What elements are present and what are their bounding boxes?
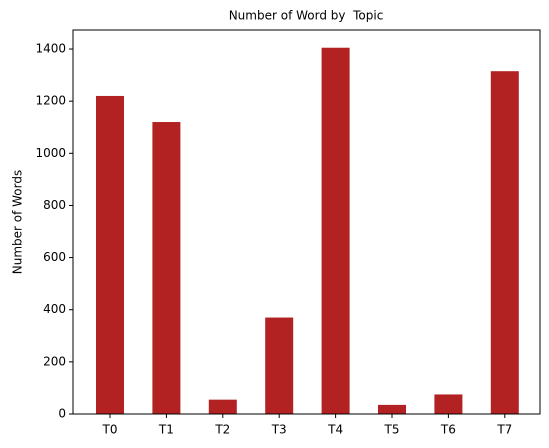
bar	[378, 404, 406, 414]
y-tick-label: 200	[43, 354, 66, 368]
x-tick-label: T4	[327, 423, 343, 437]
x-tick-label: T5	[384, 423, 400, 437]
y-tick-label: 1400	[35, 42, 66, 56]
y-tick-label: 600	[43, 250, 66, 264]
bar	[96, 95, 124, 414]
x-tick-label: T6	[440, 423, 456, 437]
bar	[490, 71, 519, 415]
x-tick-label: T2	[214, 423, 230, 437]
bar	[208, 399, 237, 414]
bar	[321, 47, 350, 415]
x-tick-label: T1	[158, 423, 174, 437]
x-tick-label: T0	[102, 423, 118, 437]
y-axis-label: Number of Words	[11, 170, 25, 275]
y-tick-label: 800	[43, 198, 66, 212]
x-tick-label: T3	[271, 423, 287, 437]
x-tick-label: T7	[496, 423, 512, 437]
bar	[152, 122, 181, 414]
y-tick-label: 1200	[35, 94, 66, 108]
y-tick-label: 0	[58, 407, 66, 421]
chart-title: Number of Word by Topic	[229, 9, 384, 23]
y-tick-label: 400	[43, 302, 66, 316]
plot-frame	[72, 29, 541, 415]
bar	[265, 317, 294, 414]
y-tick-label: 1000	[35, 146, 66, 160]
bar	[434, 394, 463, 414]
